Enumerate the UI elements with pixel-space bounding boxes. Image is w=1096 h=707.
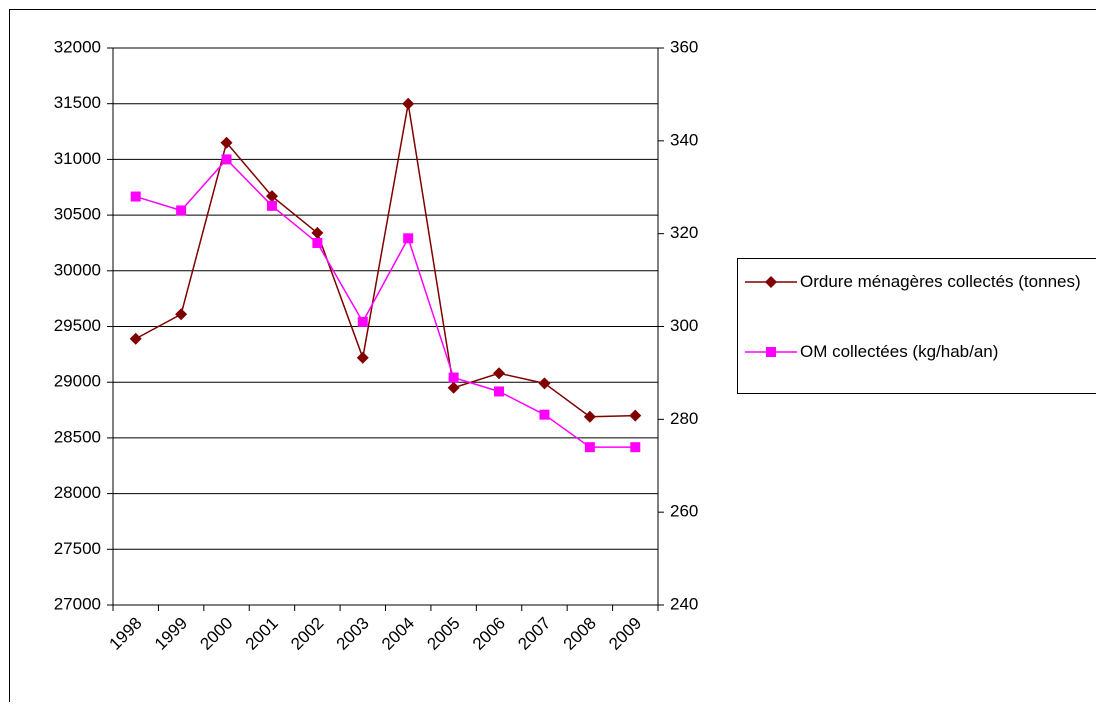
y2-tick-label: 280 (670, 409, 698, 428)
legend-text: OM collectées (kg/hab/an) (800, 340, 1095, 363)
data-point (585, 442, 595, 452)
y-tick-label: 28500 (54, 427, 101, 446)
legend-label: OM collectées (kg/hab/an) (800, 340, 1095, 390)
legend-marker (766, 347, 776, 357)
y-tick-label: 31000 (54, 149, 101, 168)
y2-tick-label: 340 (670, 130, 698, 149)
y-tick-label: 30000 (54, 260, 101, 279)
data-point (403, 233, 413, 243)
y2-tick-label: 240 (670, 594, 698, 613)
y-tick-label: 31500 (54, 93, 101, 112)
y-tick-label: 27500 (54, 539, 101, 558)
data-point (630, 442, 640, 452)
y-tick-label: 30500 (54, 205, 101, 224)
y2-tick-label: 260 (670, 502, 698, 521)
data-point (222, 154, 232, 164)
y-tick-label: 28000 (54, 483, 101, 502)
y2-tick-label: 300 (670, 316, 698, 335)
legend-label: Ordure ménagères collectés (tonnes) (800, 270, 1095, 320)
data-point (312, 238, 322, 248)
data-point (494, 386, 504, 396)
y-tick-label: 29500 (54, 316, 101, 335)
y-tick-label: 32000 (54, 37, 101, 56)
data-point (539, 410, 549, 420)
data-point (176, 205, 186, 215)
y2-tick-label: 320 (670, 223, 698, 242)
data-point (358, 317, 368, 327)
data-point (267, 201, 277, 211)
data-point (449, 373, 459, 383)
y2-tick-label: 360 (670, 37, 698, 56)
data-point (131, 192, 141, 202)
y-tick-label: 29000 (54, 372, 101, 391)
legend-text: Ordure ménagères collectés (tonnes) (800, 270, 1095, 293)
y-tick-label: 27000 (54, 594, 101, 613)
